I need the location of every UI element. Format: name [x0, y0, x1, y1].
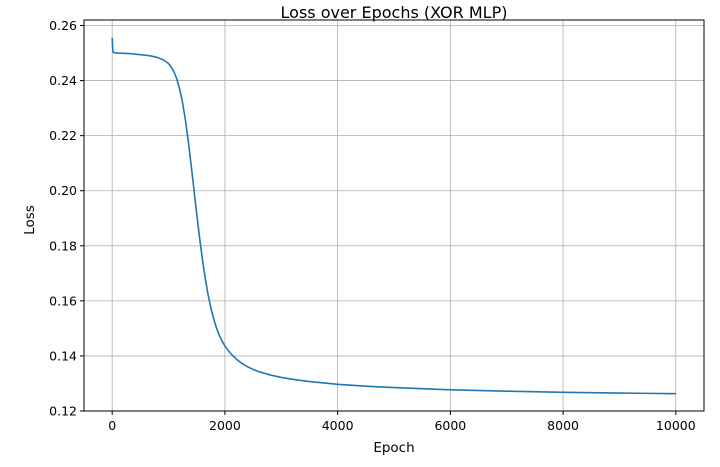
y-axis: 0.12 0.14 0.16 0.18 0.20 0.22 0.24 0.26: [49, 18, 84, 419]
chart-title: Loss over Epochs (XOR MLP): [281, 3, 508, 22]
x-tick-label: 0: [108, 418, 116, 433]
x-axis-label: Epoch: [373, 440, 414, 456]
x-tick-label: 10000: [656, 418, 696, 433]
y-tick-label: 0.24: [49, 73, 77, 88]
y-tick-label: 0.22: [49, 128, 77, 143]
y-tick-label: 0.26: [49, 18, 77, 33]
y-tick-label: 0.16: [49, 293, 77, 308]
y-axis-label: Loss: [22, 205, 38, 235]
plot-frame: [83, 19, 705, 412]
y-tick-label: 0.20: [49, 183, 77, 198]
x-tick-label: 4000: [322, 418, 354, 433]
y-tick-label: 0.14: [49, 348, 77, 363]
x-axis: 0 2000 4000 6000 8000 10000: [108, 411, 696, 433]
x-tick-label: 8000: [547, 418, 579, 433]
y-tick-label: 0.12: [49, 404, 77, 419]
series-group: [111, 37, 676, 395]
x-tick-label: 6000: [434, 418, 466, 433]
x-tick-label: 2000: [209, 418, 241, 433]
loss-line: [111, 37, 676, 395]
y-tick-label: 0.18: [49, 238, 77, 253]
